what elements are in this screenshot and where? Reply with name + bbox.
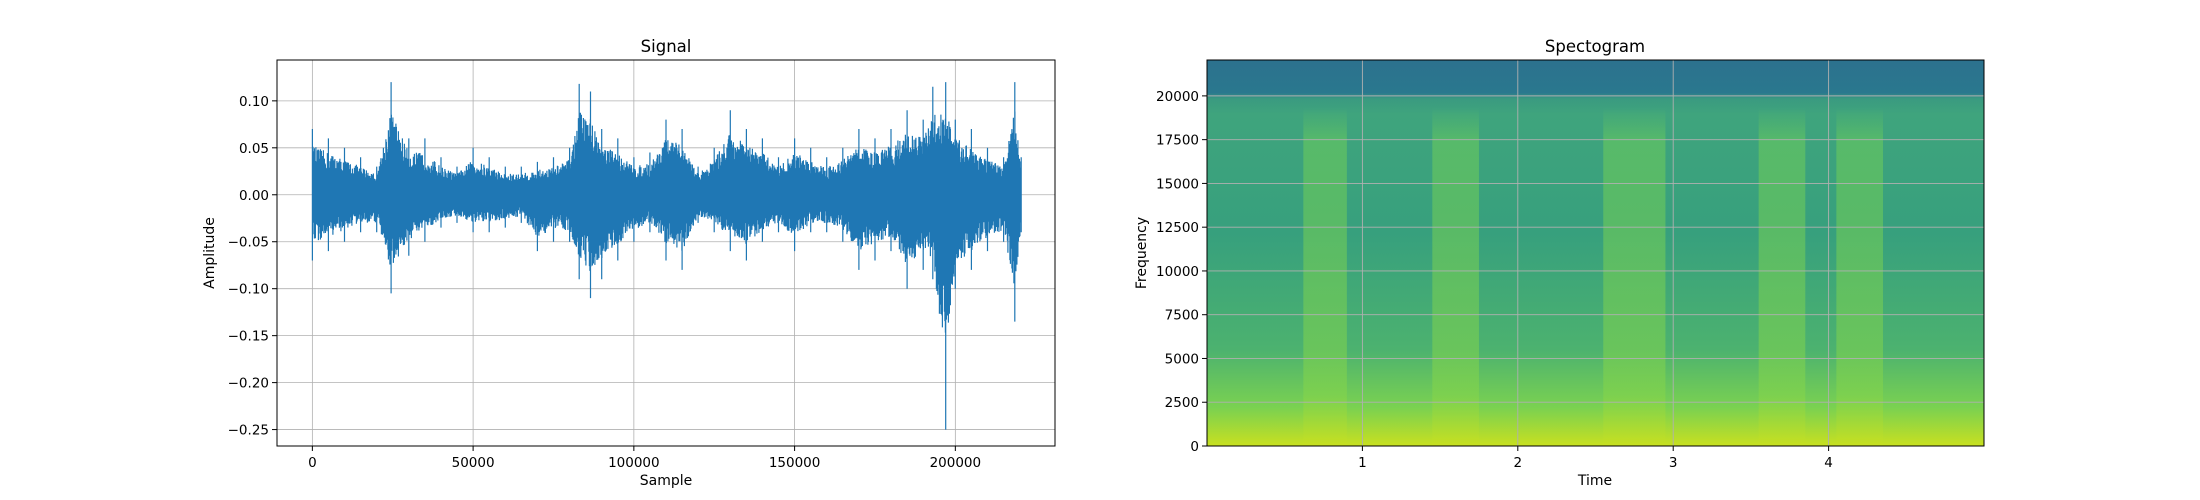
signal-y-tick-label: −0.25: [228, 423, 269, 439]
signal-panel: Signal 0 50000 100000 150000 2000000.100.050…: [202, 37, 1056, 489]
signal-y-tick-label: −0.20: [228, 376, 269, 392]
spectrogram-loud-segments: [1303, 107, 1883, 446]
spectrogram-axes-frame: [1206, 59, 1985, 447]
spectrogram-x-tick-label: 4: [1824, 455, 1833, 471]
signal-y-tick-label: −0.10: [228, 282, 269, 298]
signal-x-tick-label: 200000: [930, 455, 982, 471]
signal-x-axis-label: Sample: [640, 473, 693, 489]
spectrogram-loud-segment: [1603, 107, 1666, 446]
signal-title: Signal: [641, 37, 692, 56]
signal-waveform-line: [311, 82, 1022, 430]
spectrogram-y-tick-label: 12500: [1156, 220, 1199, 236]
spectrogram-loud-segment: [1758, 107, 1806, 446]
spectrogram-y-tick-label: 10000: [1156, 264, 1199, 280]
spectrogram-y-tick-label: 17500: [1156, 133, 1199, 149]
spectrogram-ticks: 1 2 3 4 0 2500 5000 7500 10000 12500 15000 17500 200…: [1156, 89, 1833, 471]
signal-x-tick-label: 0: [308, 455, 317, 471]
signal-y-tick-label: 0.10: [239, 94, 269, 110]
spectrogram-y-tick-label: 7500: [1165, 308, 1199, 324]
spectrogram-y-tick-label: 15000: [1156, 176, 1199, 192]
spectrogram-y-tick-label: 20000: [1156, 89, 1199, 105]
spectrogram-title: Spectogram: [1545, 37, 1645, 56]
spectrogram-loud-segment: [1836, 107, 1883, 446]
spectrogram-x-tick-label: 3: [1669, 455, 1678, 471]
signal-y-tick-label: 0.00: [239, 188, 269, 204]
spectrogram-panel: Spectogram 1 2 3 4 0 2500 5000 7500 10000 12500 15…: [1134, 37, 1985, 489]
signal-waveform: [311, 82, 1022, 430]
signal-y-axis-label: Amplitude: [202, 217, 218, 289]
signal-axes-frame: [276, 59, 1056, 447]
spectrogram-x-tick-label: 1: [1358, 455, 1367, 471]
spectrogram-loud-segment: [1432, 107, 1479, 446]
spectrogram-loud-segment: [1303, 107, 1347, 446]
signal-x-tick-label: 150000: [769, 455, 821, 471]
spectrogram-y-tick-label: 5000: [1165, 351, 1199, 367]
signal-y-tick-label: −0.05: [228, 235, 269, 251]
signal-y-tick-label: 0.05: [239, 141, 269, 157]
signal-x-tick-label: 50000: [452, 455, 495, 471]
signal-y-tick-label: −0.15: [228, 329, 269, 345]
signal-ticks: 0 50000 100000 150000 200000 0.10 0.05 0.00 −0.0…: [228, 94, 981, 471]
spectrogram-x-axis-label: Time: [1577, 473, 1612, 489]
spectrogram-x-tick-label: 2: [1514, 455, 1523, 471]
spectrogram-y-tick-label: 0: [1190, 439, 1199, 455]
spectrogram-y-axis-label: Frequency: [1134, 217, 1150, 289]
signal-x-tick-label: 100000: [608, 455, 660, 471]
spectrogram-y-tick-label: 2500: [1165, 395, 1199, 411]
